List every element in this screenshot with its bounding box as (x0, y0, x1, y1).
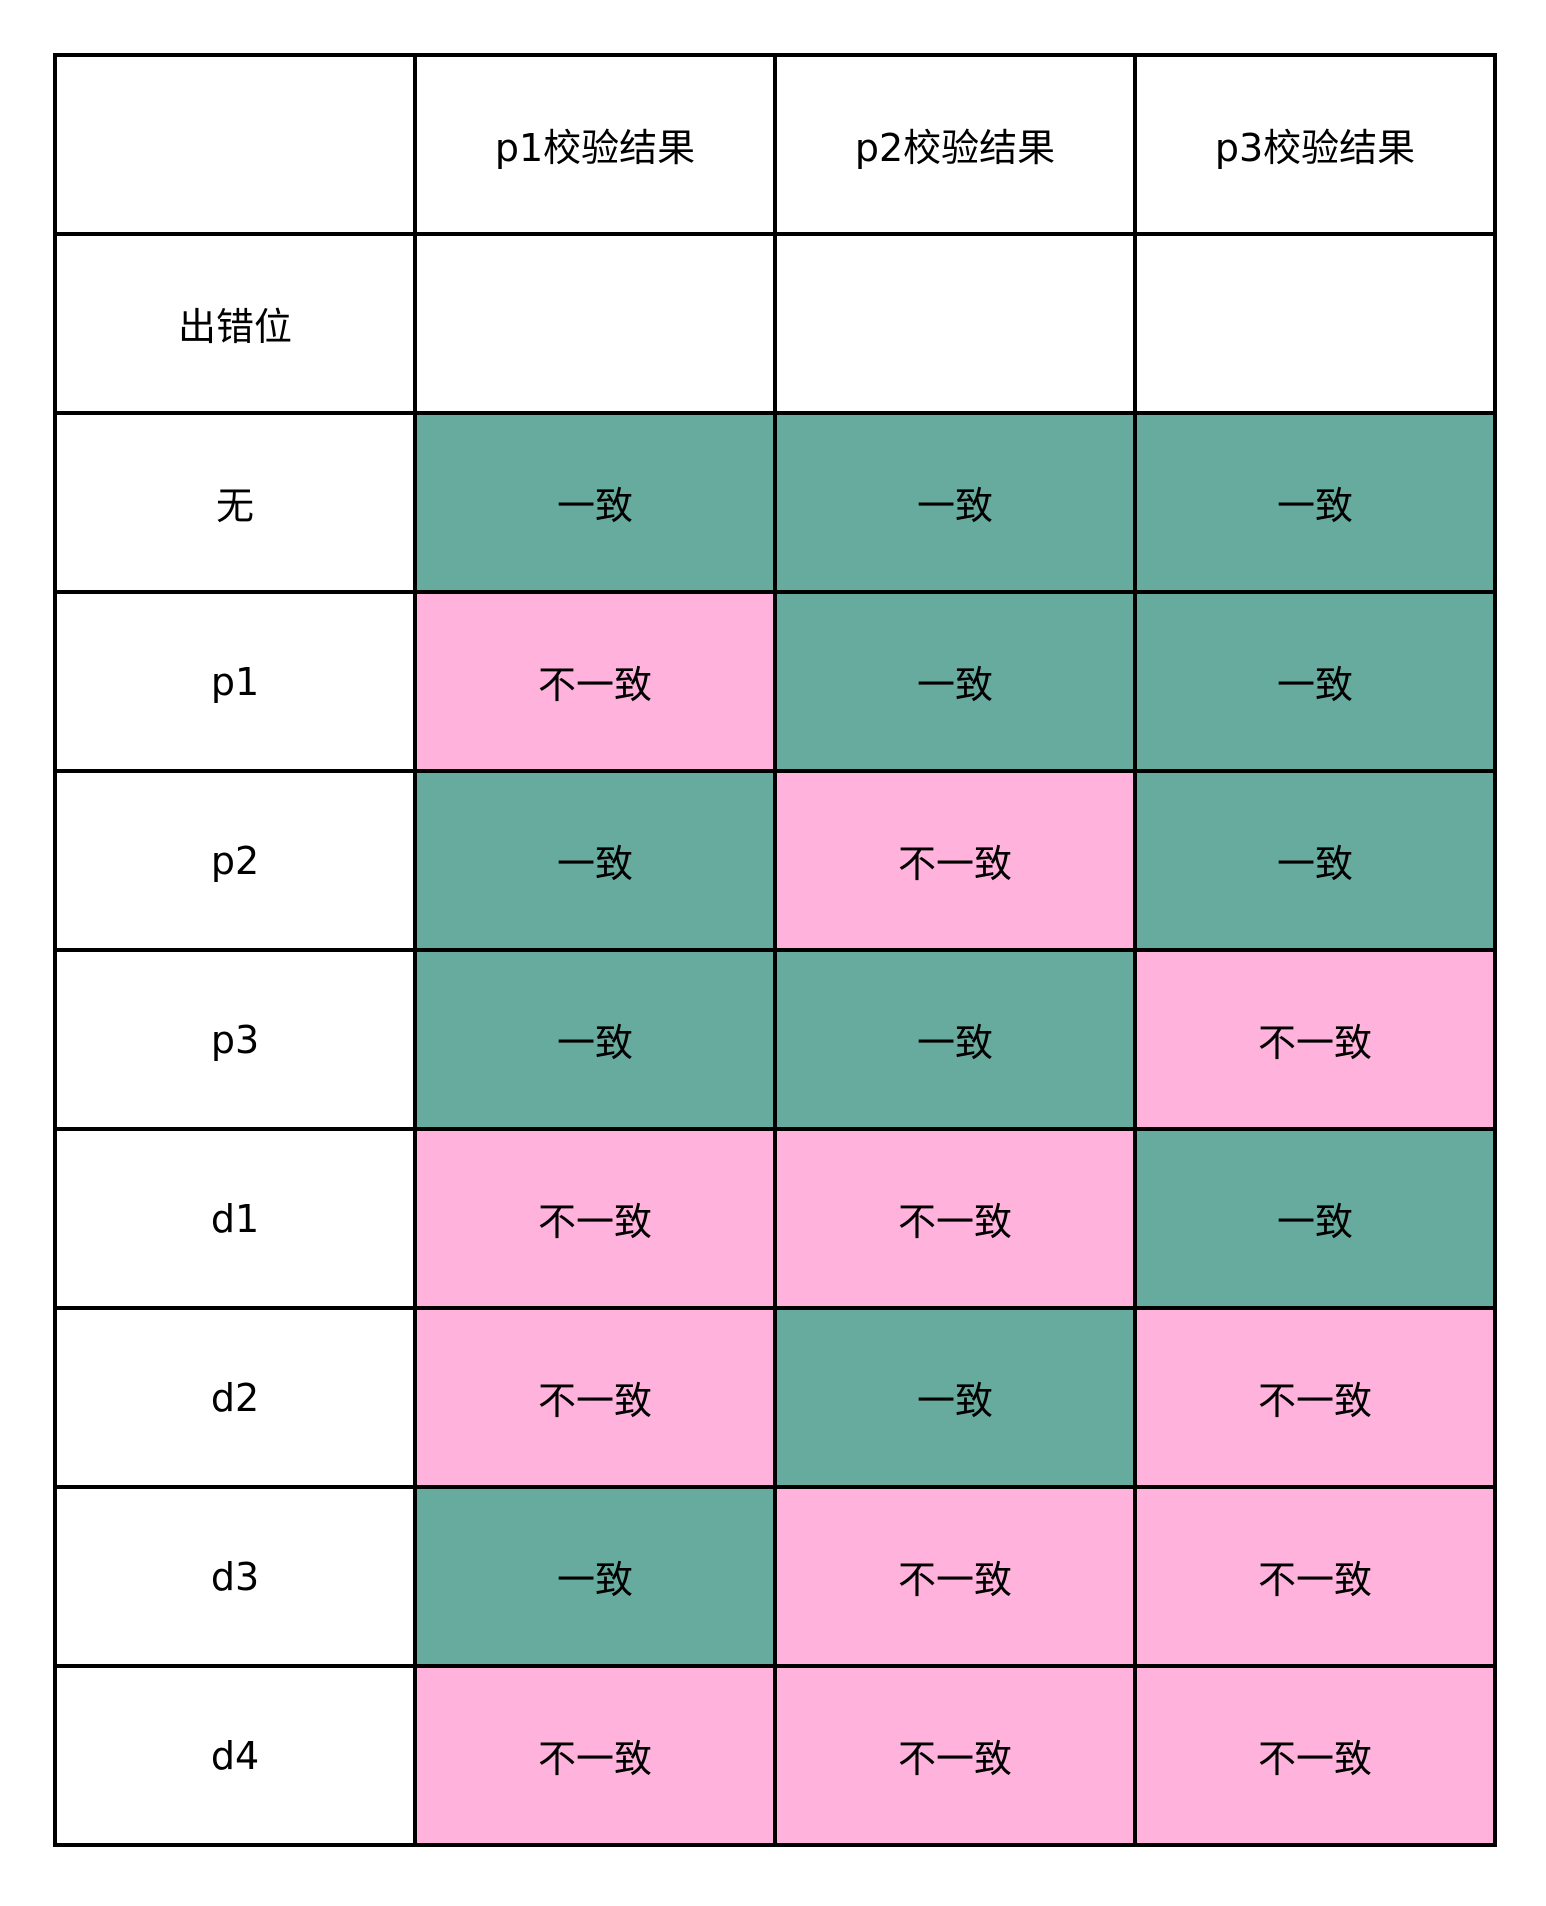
result-cell: 不一致 (1133, 1664, 1497, 1847)
result-cell: 不一致 (773, 1664, 1137, 1847)
result-cell: 一致 (1133, 769, 1497, 952)
row-label: p3 (53, 948, 417, 1131)
header-p1: p1校验结果 (413, 53, 777, 236)
empty-cell (413, 232, 777, 415)
result-cell: 一致 (413, 411, 777, 594)
empty-cell (773, 232, 1137, 415)
result-cell: 一致 (1133, 1127, 1497, 1310)
result-cell: 不一致 (1133, 948, 1497, 1131)
table-row: d2 不一致 一致 不一致 (53, 1306, 1497, 1489)
table-row: p3 一致 一致 不一致 (53, 948, 1497, 1131)
result-cell: 一致 (1133, 590, 1497, 773)
header-row: p1校验结果 p2校验结果 p3校验结果 (53, 53, 1497, 236)
result-cell: 不一致 (773, 1485, 1137, 1668)
result-cell: 一致 (413, 948, 777, 1131)
table-row: d4 不一致 不一致 不一致 (53, 1664, 1497, 1847)
result-cell: 不一致 (773, 769, 1137, 952)
result-cell: 不一致 (1133, 1485, 1497, 1668)
header-p2: p2校验结果 (773, 53, 1137, 236)
row-label: 无 (53, 411, 417, 594)
result-cell: 一致 (773, 948, 1137, 1131)
row-label: p2 (53, 769, 417, 952)
header-p3: p3校验结果 (1133, 53, 1497, 236)
result-cell: 一致 (773, 590, 1137, 773)
empty-cell (1133, 232, 1497, 415)
result-cell: 一致 (413, 769, 777, 952)
result-cell: 不一致 (413, 1127, 777, 1310)
result-cell: 一致 (1133, 411, 1497, 594)
row-label: d2 (53, 1306, 417, 1489)
row-label: p1 (53, 590, 417, 773)
result-cell: 一致 (413, 1485, 777, 1668)
corner-cell (53, 53, 417, 236)
result-cell: 不一致 (413, 1664, 777, 1847)
result-cell: 不一致 (413, 590, 777, 773)
result-cell: 一致 (773, 411, 1137, 594)
result-cell: 一致 (773, 1306, 1137, 1489)
row-label: d3 (53, 1485, 417, 1668)
result-cell: 不一致 (773, 1127, 1137, 1310)
table-row: p1 不一致 一致 一致 (53, 590, 1497, 773)
subheader-row: 出错位 (53, 232, 1497, 415)
table-row: d3 一致 不一致 不一致 (53, 1485, 1497, 1668)
parity-check-table: p1校验结果 p2校验结果 p3校验结果 出错位 无一致 一致 一致 p1 不一致 一致一… (53, 53, 1497, 1847)
row-label: d1 (53, 1127, 417, 1310)
table-row: 无一致 一致 一致 (53, 411, 1497, 594)
result-cell: 不一致 (1133, 1306, 1497, 1489)
row-label: d4 (53, 1664, 417, 1847)
result-cell: 不一致 (413, 1306, 777, 1489)
table-row: p2 一致 不一致 一致 (53, 769, 1497, 952)
table-row: d1 不一致 不一致 一致 (53, 1127, 1497, 1310)
error-bit-label: 出错位 (53, 232, 417, 415)
